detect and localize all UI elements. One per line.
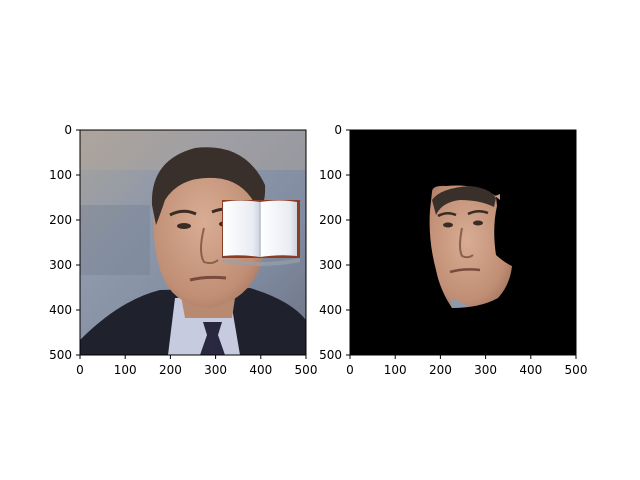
tick-label: 500 [295,363,318,377]
left-y-axis [76,129,80,356]
tick-label: 200 [159,363,182,377]
tick-label: 300 [474,363,497,377]
tick-label: 400 [319,303,342,317]
original-image-panel [80,130,306,355]
open-book-icon [222,200,300,266]
tick-label: 300 [204,363,227,377]
tick-label: 200 [49,213,72,227]
left-x-axis [79,355,307,359]
right-y-axis [346,129,350,356]
tick-label: 500 [319,348,342,362]
tick-label: 400 [519,363,542,377]
tick-label: 400 [49,303,72,317]
segmented-face [429,185,512,308]
tick-label: 0 [64,123,72,137]
tick-label: 500 [565,363,588,377]
tick-label: 100 [319,168,342,182]
tick-label: 100 [49,168,72,182]
right-axes-frame [349,129,577,356]
tick-label: 0 [76,363,84,377]
tick-label: 400 [249,363,272,377]
tick-label: 300 [319,258,342,272]
left-axes-frame [79,129,307,356]
tick-label: 100 [114,363,137,377]
right-x-axis [349,355,577,359]
tick-label: 200 [429,363,452,377]
tick-label: 500 [49,348,72,362]
tick-label: 200 [319,213,342,227]
tick-label: 0 [346,363,354,377]
tick-label: 300 [49,258,72,272]
tick-label: 0 [334,123,342,137]
masked-image-panel [350,130,576,355]
tick-label: 100 [384,363,407,377]
